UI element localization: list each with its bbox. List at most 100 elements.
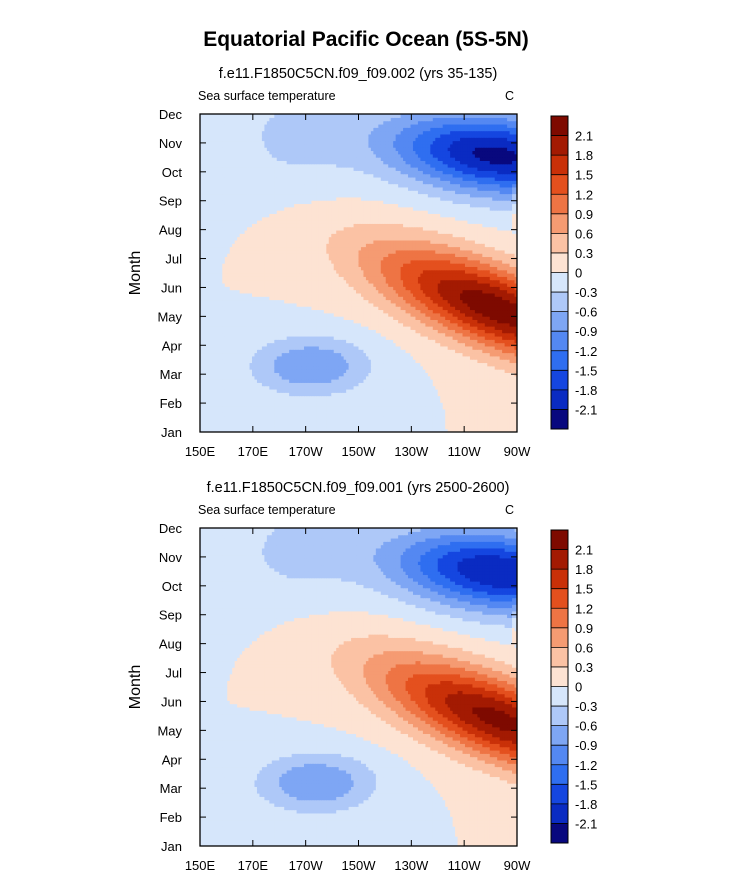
heatmap-cell [472, 392, 476, 397]
heatmap-cell [489, 402, 493, 407]
heatmap-cell [393, 398, 397, 403]
heatmap-cell [507, 412, 511, 417]
heatmap-cell [229, 372, 233, 377]
heatmap-cell [217, 375, 221, 380]
heatmap-cell [497, 402, 501, 407]
heatmap-cell [514, 405, 517, 410]
heatmap-cell [427, 382, 431, 387]
heatmap-cell [341, 428, 345, 432]
heatmap-cell [380, 428, 384, 432]
heatmap-cell [232, 428, 236, 432]
heatmap-cell [388, 392, 392, 397]
heatmap-cell [502, 402, 506, 407]
heatmap-cell [353, 382, 357, 387]
heatmap-cell [318, 375, 322, 380]
heatmap-cell [464, 412, 469, 417]
heatmap-cell [425, 388, 429, 393]
heatmap-cell [430, 425, 434, 430]
heatmap-cell [455, 425, 459, 430]
heatmap-cell [509, 395, 513, 400]
heatmap-cell [346, 392, 350, 397]
heatmap-cell [494, 375, 498, 380]
heatmap-cell [512, 395, 516, 400]
heatmap-cell [244, 379, 248, 383]
heatmap-cell [276, 415, 280, 420]
heatmap-cell [442, 375, 446, 380]
heatmap-cell [385, 375, 389, 380]
heatmap-cell [336, 402, 340, 407]
heatmap-cell [212, 369, 216, 373]
heatmap-cell [509, 369, 513, 373]
heatmap-cell [440, 428, 444, 432]
heatmap-cell [269, 428, 273, 432]
heatmap-cell [306, 415, 310, 420]
heatmap-cell [299, 375, 303, 380]
heatmap-cell [336, 415, 340, 420]
heatmap-cell [504, 418, 508, 423]
heatmap-cell [400, 402, 404, 407]
heatmap-cell [271, 379, 275, 383]
heatmap-cell [247, 372, 251, 377]
heatmap-cell [306, 425, 310, 430]
heatmap-cell [380, 408, 384, 413]
heatmap-cell [398, 418, 402, 423]
heatmap-cell [252, 382, 256, 387]
heatmap-cell [214, 379, 218, 383]
heatmap-cell [479, 375, 483, 380]
heatmap-cell [301, 392, 305, 397]
heatmap-cell [469, 385, 474, 390]
heatmap-cell [370, 418, 374, 423]
heatmap-cell [398, 372, 402, 377]
heatmap-cell [450, 415, 454, 420]
heatmap-cell [378, 392, 382, 397]
heatmap-cell [229, 405, 233, 410]
heatmap-cell [207, 418, 211, 423]
heatmap-cell [356, 415, 360, 420]
heatmap-cell [405, 392, 409, 397]
heatmap-cell [427, 398, 431, 403]
heatmap-cell [502, 408, 506, 413]
heatmap-cell [395, 425, 399, 430]
heatmap-cell [356, 418, 360, 423]
heatmap-cell [274, 382, 278, 387]
heatmap-cell [512, 385, 516, 390]
heatmap-cell [304, 402, 308, 407]
heatmap-cell [229, 365, 233, 370]
heatmap-cell [492, 428, 496, 432]
heatmap-cell [279, 415, 283, 420]
heatmap-cell [222, 375, 226, 380]
heatmap-cell [378, 425, 382, 430]
heatmap-cell [209, 392, 213, 397]
heatmap-cell [311, 408, 315, 413]
heatmap-cell [259, 372, 263, 377]
heatmap-cell [487, 418, 491, 423]
heatmap-cell [474, 415, 478, 420]
heatmap-cell [284, 388, 288, 393]
heatmap-cell [328, 372, 332, 377]
heatmap-cell [494, 369, 498, 373]
heatmap-cell [224, 398, 228, 403]
heatmap-cell [311, 385, 315, 390]
heatmap-cell [351, 418, 355, 423]
heatmap-cell [447, 395, 451, 400]
heatmap-cell [445, 415, 449, 420]
heatmap-cell [266, 379, 270, 383]
heatmap-cell [447, 405, 451, 410]
heatmap-cell [254, 379, 258, 383]
heatmap-cell [289, 379, 293, 383]
heatmap-cell [308, 402, 313, 407]
heatmap-cell [209, 395, 213, 400]
heatmap-cell [252, 405, 256, 410]
heatmap-cell [279, 408, 283, 413]
heatmap-cell [455, 375, 459, 380]
heatmap-cell [227, 405, 231, 410]
heatmap-cell [373, 365, 377, 370]
heatmap-cell [306, 395, 310, 400]
heatmap-cell [395, 382, 399, 387]
heatmap-cell [351, 375, 355, 380]
heatmap-cell [274, 412, 278, 417]
heatmap-cell [420, 418, 424, 423]
heatmap-cell [512, 422, 516, 426]
heatmap-cell [222, 408, 226, 413]
heatmap-cell [338, 385, 342, 390]
